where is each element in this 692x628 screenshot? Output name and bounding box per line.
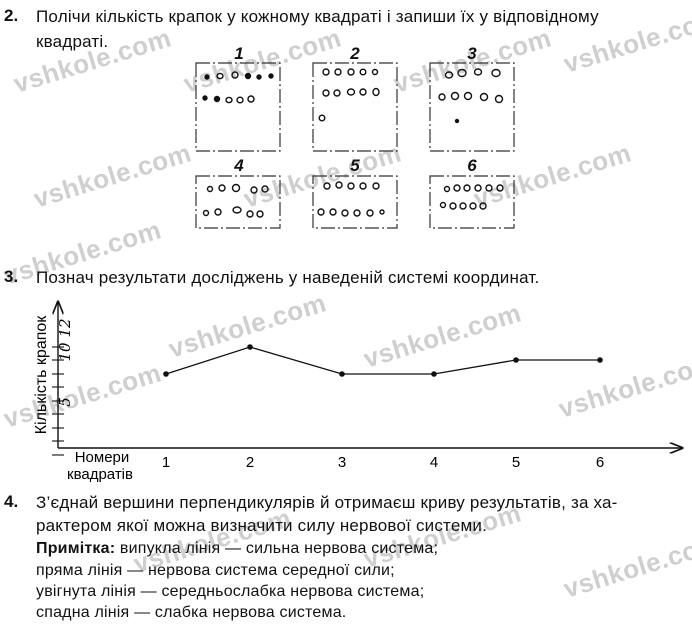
dot-box-5-dots [317, 181, 385, 217]
task-2-number: 2. [4, 6, 19, 25]
dot-box-2-dots [318, 68, 380, 122]
x-tick-label: 1 [162, 454, 170, 471]
dot-box-5 [312, 175, 398, 229]
task-2-text-line-2: квадраті. [36, 32, 109, 51]
note-line-4: спадна лінія — слабка нервова система. [36, 604, 347, 621]
x-axis-label-line-2: квадратів [67, 466, 133, 483]
note-line-1: Примітка: випукла лінія — сильна нервова… [36, 537, 438, 560]
series-point [163, 371, 169, 377]
x-tick-label: 6 [596, 454, 604, 471]
dot-box-4-dots [202, 183, 269, 218]
dot-boxes-figure [195, 62, 515, 229]
x-tick-label: 3 [338, 454, 346, 471]
dot-box-4-label: 4 [234, 156, 244, 175]
series-line [165, 346, 600, 375]
task-4-number: 4. [4, 492, 19, 511]
dot-box-1-dots [202, 71, 274, 104]
dot-box-3-dots [438, 68, 504, 124]
task-4-text-line-2: рактером якої можна визначити силу нерво… [36, 516, 488, 535]
x-tick-label: 4 [430, 454, 438, 471]
task-3-number: 3. [4, 267, 19, 286]
series-point [597, 357, 603, 363]
dot-box-5-label: 5 [350, 156, 360, 175]
dot-box-6 [429, 175, 515, 229]
y-tick-label: 12 [56, 318, 74, 337]
note-text-1: випукла лінія — сильна нервова система; [115, 540, 439, 557]
task-3-text: Познач результати досліджень у наведеній… [36, 268, 540, 287]
task-2-text-line-1: Полічи кількість крапок у кожному квадра… [36, 7, 599, 26]
dot-box-2 [312, 62, 398, 152]
series-point [339, 371, 345, 377]
x-tick-label: 5 [512, 454, 520, 471]
y-tick-label: 5 [56, 397, 74, 407]
note-line-2: пряма лінія — нервова система середної с… [36, 562, 395, 579]
x-tick-label: 2 [246, 454, 254, 471]
dot-box-4 [195, 175, 281, 229]
dot-box-3 [429, 62, 515, 152]
dot-box-1 [195, 62, 281, 152]
dot-box-2-label: 2 [350, 44, 360, 63]
dot-box-1-label: 1 [234, 44, 244, 63]
series-point [431, 371, 437, 377]
y-tick-label: 10 [56, 342, 74, 362]
dot-box-3-label: 3 [467, 44, 477, 63]
dot-box-6-dots [439, 184, 504, 210]
x-axis-label-line-1: Номери [75, 449, 130, 466]
note-label: Примітка: [36, 540, 116, 557]
series-point [247, 344, 253, 350]
series-point [513, 357, 519, 363]
dot-box-6-label: 6 [467, 156, 477, 175]
task-4-text-line-1: З’єднай вершини перпендикулярів й отрима… [36, 493, 618, 512]
y-axis-label: Кількість крапок [33, 315, 50, 435]
watermark: vshkole.com [560, 527, 692, 604]
note-line-3: увігнута лінія — середньослабка нервова … [36, 583, 425, 600]
